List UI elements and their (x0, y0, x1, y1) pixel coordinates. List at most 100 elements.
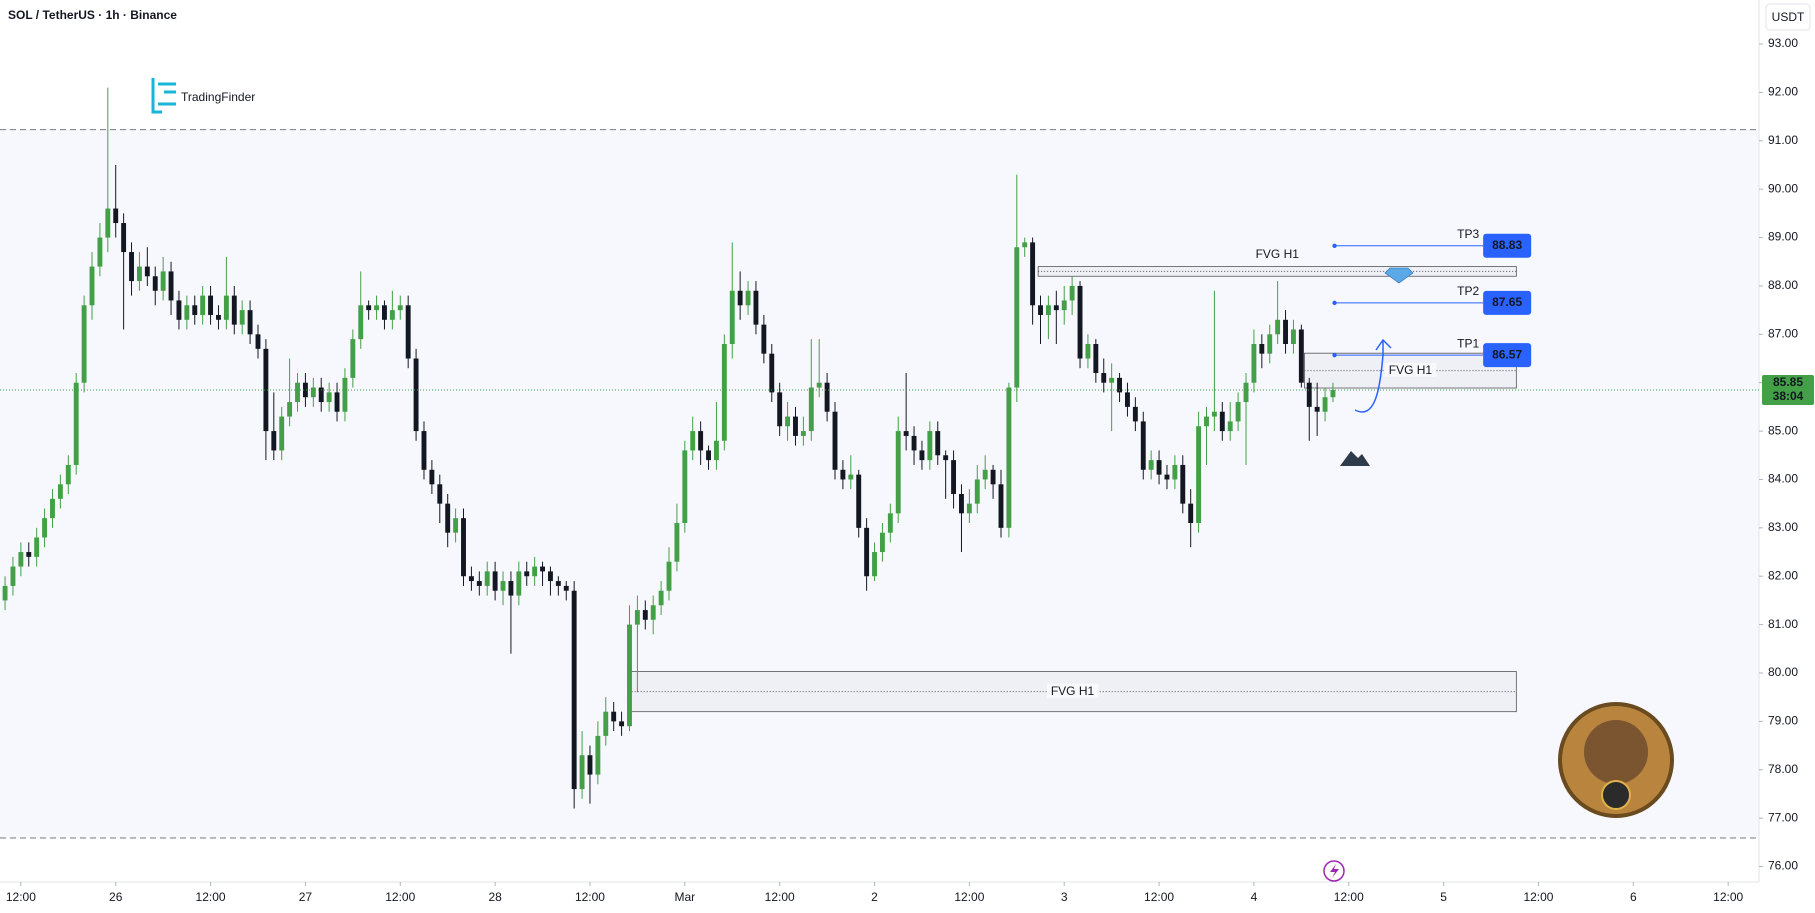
candle-body (634, 610, 640, 625)
y-tick-label: 77.00 (1768, 810, 1798, 824)
candle-body (65, 464, 71, 485)
candle-body (81, 305, 87, 383)
x-tick-label: 12:00 (6, 890, 36, 904)
lightning-bolt (1330, 864, 1339, 878)
candle-body (516, 571, 522, 596)
candle-body (239, 310, 245, 325)
candle-body (785, 416, 791, 427)
candle-body (587, 755, 593, 775)
candle-body (1148, 460, 1154, 470)
currency-box (1765, 3, 1811, 31)
y-tick-label: 81.00 (1768, 617, 1798, 631)
candle-body (872, 552, 877, 577)
candle-body (1030, 242, 1036, 306)
candle-body (263, 348, 269, 432)
candle-body (389, 310, 395, 320)
candle-body (1211, 411, 1217, 417)
candle-body (895, 431, 901, 514)
candle-body (816, 382, 822, 388)
candle-body (1053, 305, 1059, 311)
x-tick-label: 12:00 (1713, 890, 1743, 904)
candle-body (1290, 329, 1296, 344)
candle-body (1038, 305, 1043, 315)
candle-body (1219, 411, 1225, 432)
candle-body (951, 460, 957, 494)
candle-body (674, 523, 680, 562)
candle-body (879, 532, 885, 553)
candle-body (1251, 343, 1257, 383)
currency-label[interactable]: USDT (1772, 10, 1805, 24)
candle-body (208, 295, 214, 315)
x-tick-label: 12:00 (385, 890, 415, 904)
candle-body (476, 581, 482, 586)
candle-body (326, 392, 332, 403)
x-tick-label: 6 (1630, 890, 1637, 904)
candle-body (1061, 300, 1067, 311)
x-tick-label: 12:00 (575, 890, 605, 904)
candle-body (97, 237, 103, 267)
candle-body (547, 571, 553, 582)
y-tick-label: 82.00 (1768, 568, 1798, 582)
candle-body (382, 305, 387, 320)
candle-body (468, 576, 474, 582)
candle-body (1156, 460, 1162, 475)
candle-body (200, 295, 206, 315)
fvg-label: FVG H1 (1051, 684, 1095, 698)
diamond-icon (1384, 267, 1414, 284)
candle-body (1093, 343, 1099, 374)
candle-body (1164, 474, 1170, 480)
fvg-label: FVG H1 (1256, 247, 1300, 261)
candle-body (350, 339, 356, 378)
candle-body (160, 271, 166, 291)
candle-body (1306, 382, 1312, 407)
candle-body (121, 223, 127, 253)
y-tick-label: 78.00 (1768, 762, 1798, 776)
candle-body (571, 590, 577, 790)
candle-body (73, 382, 79, 465)
candle-body (943, 455, 949, 461)
candle-body (453, 518, 459, 533)
candle-body (1085, 343, 1091, 359)
candle-body (690, 431, 696, 451)
fvg-label: FVG H1 (1389, 363, 1433, 377)
last-price-tag (1762, 374, 1814, 405)
candle-body (642, 610, 648, 620)
candle-body (848, 474, 854, 480)
x-tick-label: 27 (299, 890, 313, 904)
candle-body (627, 624, 632, 727)
symbol-title: SOL / TetherUS · 1h · Binance (8, 8, 177, 22)
target-label: TP1 (1457, 336, 1479, 350)
candle-body (421, 431, 427, 470)
candle-body (911, 435, 917, 451)
x-tick-label: 5 (1440, 890, 1447, 904)
projection-arrow (1354, 338, 1392, 413)
mountain-icon (1340, 451, 1370, 466)
candle-body (34, 537, 40, 557)
candle-body (1125, 392, 1130, 407)
sol-coin (1601, 780, 1631, 810)
x-tick-label: 12:00 (196, 890, 226, 904)
candle-body (563, 585, 569, 591)
y-tick-label: 92.00 (1768, 85, 1798, 99)
candle-body (1235, 402, 1241, 422)
x-tick-label: 3 (1061, 890, 1068, 904)
target-value: 88.83 (1492, 238, 1522, 252)
candle-body (255, 334, 261, 349)
candle-body (358, 305, 364, 340)
candle-body (658, 590, 664, 606)
y-tick-label: 93.00 (1768, 36, 1798, 50)
x-tick-label: 28 (488, 890, 502, 904)
candle-body (318, 387, 324, 403)
candle-body (840, 469, 846, 480)
target-value-box (1483, 290, 1532, 315)
target-value-box (1483, 343, 1532, 368)
y-tick-label: 85.00 (1768, 423, 1798, 437)
candle-body (682, 450, 688, 524)
candle-body (342, 377, 348, 412)
candle-body (271, 431, 277, 451)
candle-body (1298, 329, 1304, 383)
candle-body (144, 266, 150, 277)
candle-body (437, 484, 443, 504)
candle-body (1259, 343, 1265, 354)
countdown-label: 38:04 (1773, 389, 1804, 403)
